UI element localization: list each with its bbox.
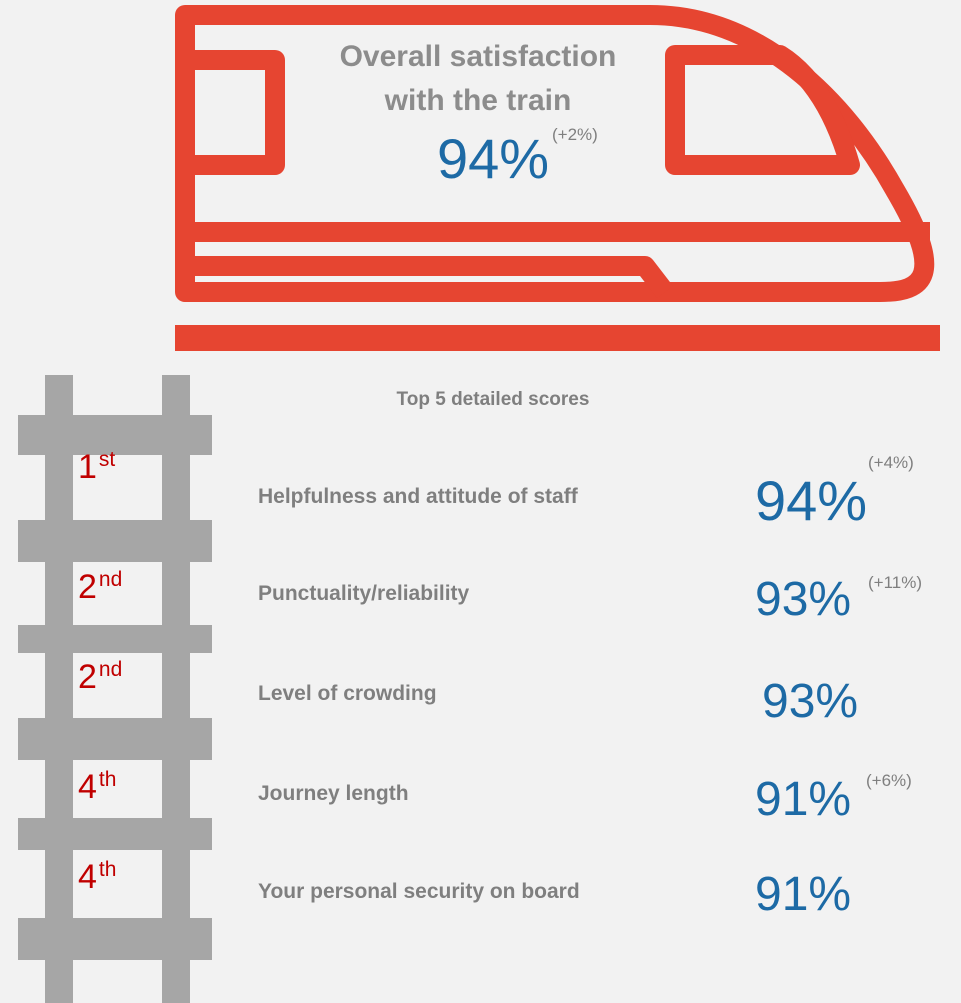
item-value: 93% [762,675,858,728]
rank: 4 [78,858,97,896]
headline-title: with the train [384,84,572,117]
headline-change: (+2%) [552,125,598,144]
headline-title: Overall satisfaction [340,40,617,73]
rank: 2 [78,658,97,696]
rank-suffix: th [99,768,117,791]
item-value: 94% [755,469,867,532]
rank-suffix: st [99,448,116,471]
rank: 1 [78,448,97,486]
item-label: Journey length [258,782,409,805]
item-label: Level of crowding [258,682,437,705]
rank: 2 [78,568,97,606]
section-title: Top 5 detailed scores [397,389,590,410]
item-label: Helpfulness and attitude of staff [258,485,579,508]
item-change: (+11%) [868,573,922,592]
rank-suffix: nd [99,658,122,681]
item-label: Your personal security on board [258,880,580,903]
item-value: 91% [755,773,851,826]
item-value: 93% [755,573,851,626]
item-label: Punctuality/reliability [258,582,470,605]
item-value: 91% [755,868,851,921]
rank: 4 [78,768,97,806]
rank-suffix: th [99,858,117,881]
rank-suffix: nd [99,568,122,591]
item-change: (+6%) [866,771,912,790]
headline-value: 94% [437,127,549,190]
item-change: (+4%) [868,453,914,472]
train-icon [175,5,940,351]
track [18,375,212,1003]
